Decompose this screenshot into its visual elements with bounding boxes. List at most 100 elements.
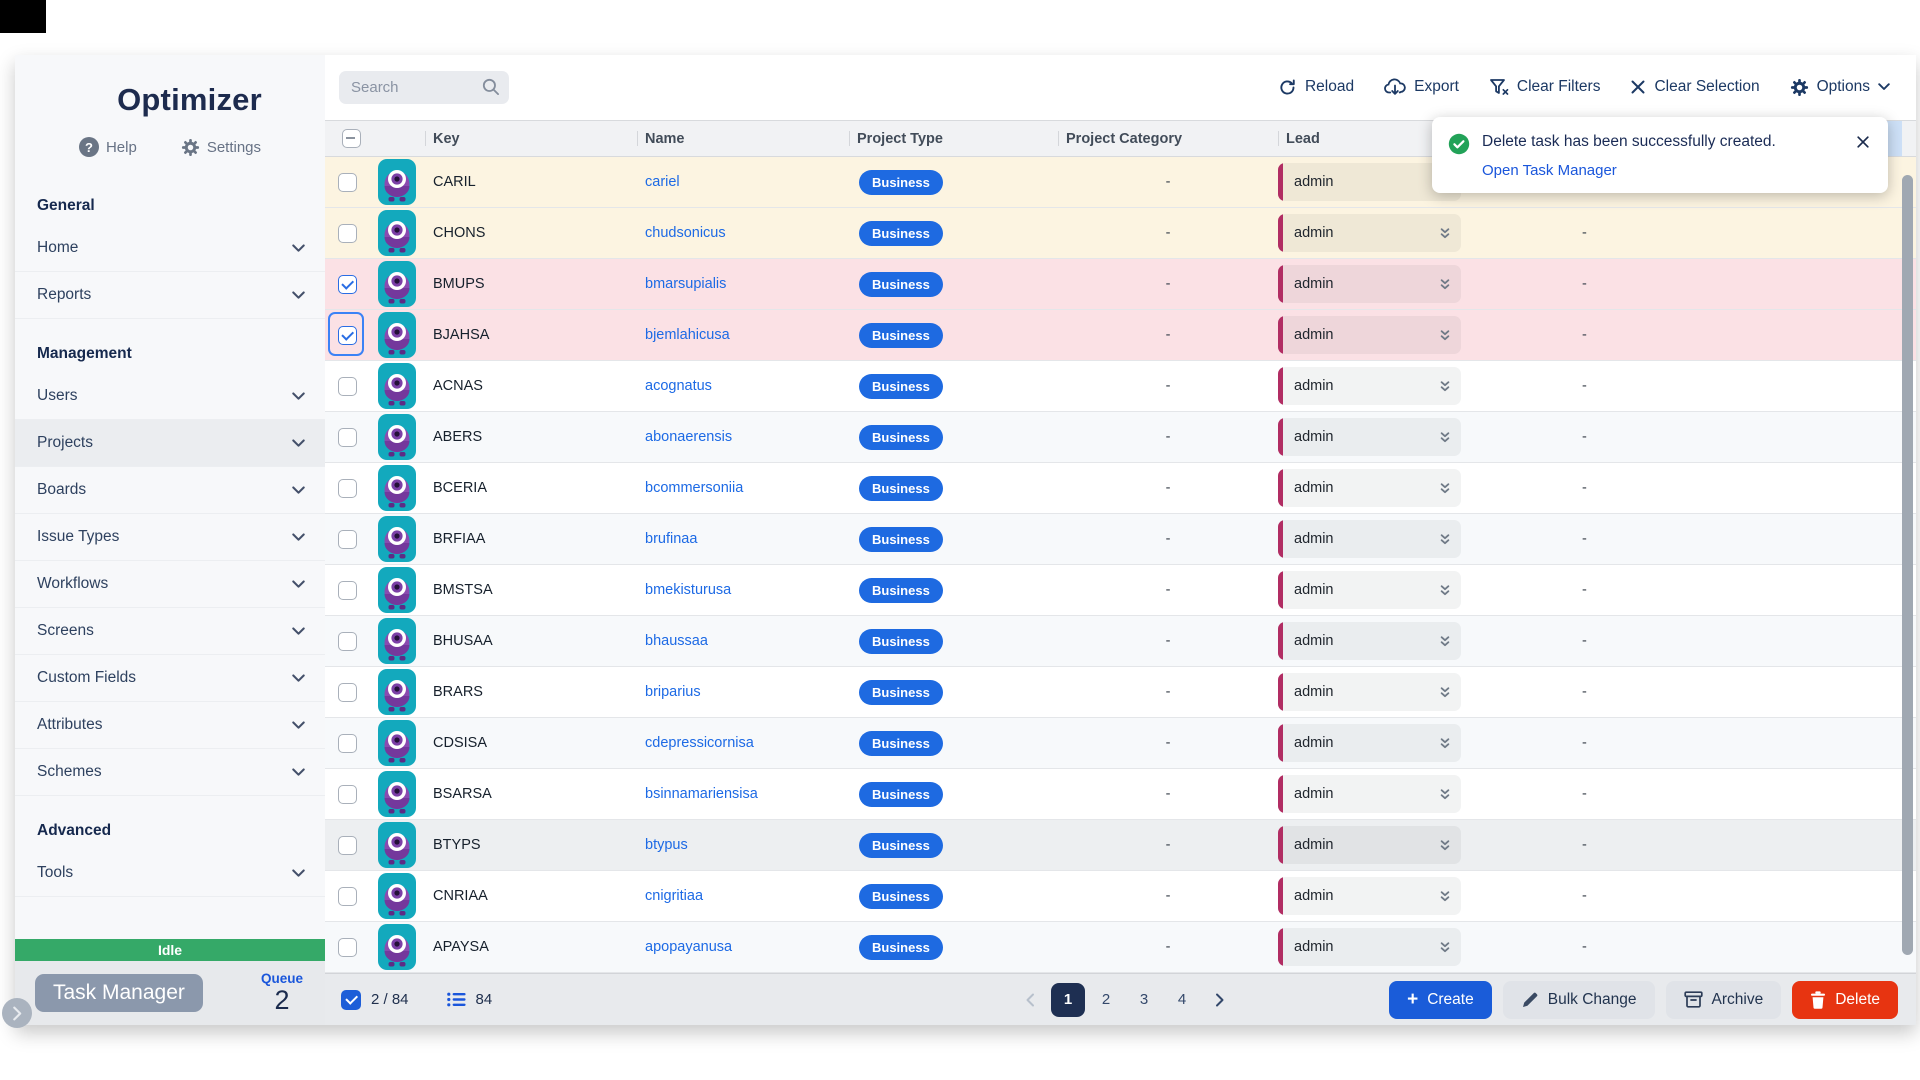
column-header-name[interactable]: Name — [637, 121, 849, 157]
row-checkbox[interactable] — [337, 376, 357, 396]
table-row[interactable]: CHONS chudsonicus Business - admin - — [325, 208, 1916, 260]
sidebar-item-projects[interactable]: Projects — [15, 420, 325, 467]
project-name-link[interactable]: bsinnamariensisa — [645, 786, 758, 803]
sidebar-item-workflows[interactable]: Workflows — [15, 561, 325, 608]
table-row[interactable]: BJAHSA bjemlahicusa Business - admin - — [325, 310, 1916, 362]
row-checkbox[interactable] — [337, 886, 357, 906]
table-row[interactable]: ACNAS acognatus Business - admin - — [325, 361, 1916, 413]
column-header-lead[interactable]: Lead — [1278, 121, 1478, 157]
clear-filters-button[interactable]: Clear Filters — [1489, 78, 1600, 97]
project-name-link[interactable]: btypus — [645, 837, 688, 854]
select-all-checkbox[interactable] — [341, 129, 361, 149]
row-checkbox[interactable] — [337, 172, 357, 192]
lead-select[interactable]: admin — [1278, 622, 1461, 661]
lead-select[interactable]: admin — [1278, 316, 1461, 355]
options-button[interactable]: Options — [1790, 78, 1890, 97]
sidebar-item-custom-fields[interactable]: Custom Fields — [15, 655, 325, 702]
row-checkbox[interactable] — [337, 529, 357, 549]
lead-select[interactable]: admin — [1278, 826, 1461, 865]
lead-select[interactable]: admin — [1278, 928, 1461, 967]
page-button[interactable]: 4 — [1177, 991, 1187, 1009]
project-name-link[interactable]: bmekisturusa — [645, 582, 732, 599]
column-header-project-category[interactable]: Project Category — [1058, 121, 1278, 157]
lead-select[interactable]: admin — [1278, 673, 1461, 712]
sidebar-item-reports[interactable]: Reports — [15, 272, 325, 319]
project-name-link[interactable]: brufinaa — [645, 531, 698, 548]
row-checkbox[interactable] — [337, 631, 357, 651]
project-name-link[interactable]: chudsonicus — [645, 225, 726, 242]
sidebar-item-home[interactable]: Home — [15, 225, 325, 272]
vertical-scrollbar[interactable] — [1902, 175, 1913, 955]
bulk-change-button[interactable]: Bulk Change — [1502, 980, 1655, 1019]
project-name-link[interactable]: acognatus — [645, 378, 712, 395]
table-row[interactable]: BRARS briparius Business - admin - — [325, 667, 1916, 719]
clear-selection-button[interactable]: Clear Selection — [1630, 78, 1760, 96]
table-row[interactable]: CNRIAA cnigritiaa Business - admin - — [325, 871, 1916, 923]
table-row[interactable]: ABERS abonaerensis Business - admin - — [325, 412, 1916, 464]
row-checkbox[interactable] — [337, 733, 357, 753]
table-row[interactable]: BMUPS bmarsupialis Business - admin - — [325, 259, 1916, 311]
lead-select[interactable]: admin — [1278, 520, 1461, 559]
project-name-link[interactable]: bmarsupialis — [645, 276, 727, 293]
table-row[interactable]: BRFIAA brufinaa Business - admin - — [325, 514, 1916, 566]
lead-select[interactable]: admin — [1278, 775, 1461, 814]
selected-checkbox-icon[interactable] — [341, 989, 361, 1010]
table-row[interactable]: BHUSAA bhaussaa Business - admin - — [325, 616, 1916, 668]
sidebar-item-boards[interactable]: Boards — [15, 467, 325, 514]
table-row[interactable]: BSARSA bsinnamariensisa Business - admin… — [325, 769, 1916, 821]
task-manager-button[interactable]: Task Manager — [35, 974, 203, 1012]
open-task-manager-link[interactable]: Open Task Manager — [1482, 162, 1617, 179]
project-name-link[interactable]: cnigritiaa — [645, 888, 704, 905]
toast-close-icon[interactable] — [1856, 135, 1870, 149]
lead-select[interactable]: admin — [1278, 367, 1461, 406]
sidebar-item-attributes[interactable]: Attributes — [15, 702, 325, 749]
project-name-link[interactable]: cariel — [645, 174, 680, 191]
page-button[interactable]: 3 — [1139, 991, 1149, 1009]
sidebar-item-screens[interactable]: Screens — [15, 608, 325, 655]
lead-select[interactable]: admin — [1278, 877, 1461, 916]
search-input[interactable] — [339, 70, 509, 104]
row-checkbox[interactable] — [337, 427, 357, 447]
project-name-link[interactable]: bjemlahicusa — [645, 327, 730, 344]
table-row[interactable]: CDSISA cdepressicornisa Business - admin… — [325, 718, 1916, 770]
row-checkbox[interactable] — [337, 325, 357, 345]
export-button[interactable]: Export — [1384, 78, 1459, 97]
project-name-link[interactable]: bcommersoniia — [645, 480, 744, 497]
lead-select[interactable]: admin — [1278, 265, 1461, 304]
reload-button[interactable]: Reload — [1278, 78, 1354, 97]
row-checkbox[interactable] — [337, 682, 357, 702]
column-header-project-type[interactable]: Project Type — [849, 121, 1058, 157]
page-button[interactable]: 1 — [1051, 982, 1085, 1017]
sidebar-item-issue-types[interactable]: Issue Types — [15, 514, 325, 561]
column-header-key[interactable]: Key — [425, 121, 637, 157]
project-name-link[interactable]: abonaerensis — [645, 429, 733, 446]
archive-button[interactable]: Archive — [1665, 980, 1782, 1019]
lead-select[interactable]: admin — [1278, 214, 1461, 253]
lead-select[interactable]: admin — [1278, 418, 1461, 457]
project-name-link[interactable]: apopayanusa — [645, 939, 733, 956]
project-name-link[interactable]: briparius — [645, 684, 701, 701]
lead-select[interactable]: admin — [1278, 163, 1461, 202]
next-page-button[interactable] — [1215, 993, 1225, 1007]
help-button[interactable]: ? Help — [78, 137, 137, 157]
sidebar-item-schemes[interactable]: Schemes — [15, 749, 325, 796]
drawer-expand-button[interactable] — [2, 998, 32, 1028]
row-checkbox[interactable] — [337, 784, 357, 804]
row-checkbox[interactable] — [337, 937, 357, 957]
lead-select[interactable]: admin — [1278, 571, 1461, 610]
sidebar-item-users[interactable]: Users — [15, 373, 325, 420]
lead-select[interactable]: admin — [1278, 724, 1461, 763]
previous-page-button[interactable] — [1025, 993, 1035, 1007]
create-button[interactable]: + Create — [1389, 980, 1492, 1019]
table-row[interactable]: BCERIA bcommersoniia Business - admin - — [325, 463, 1916, 515]
row-checkbox[interactable] — [337, 274, 357, 294]
row-checkbox[interactable] — [337, 580, 357, 600]
project-name-link[interactable]: cdepressicornisa — [645, 735, 754, 752]
table-row[interactable]: BTYPS btypus Business - admin - — [325, 820, 1916, 872]
row-checkbox[interactable] — [337, 478, 357, 498]
sidebar-item-tools[interactable]: Tools — [15, 850, 325, 897]
table-row[interactable]: APAYSA apopayanusa Business - admin - — [325, 922, 1916, 974]
row-checkbox[interactable] — [337, 223, 357, 243]
project-name-link[interactable]: bhaussaa — [645, 633, 708, 650]
table-row[interactable]: BMSTSA bmekisturusa Business - admin - — [325, 565, 1916, 617]
